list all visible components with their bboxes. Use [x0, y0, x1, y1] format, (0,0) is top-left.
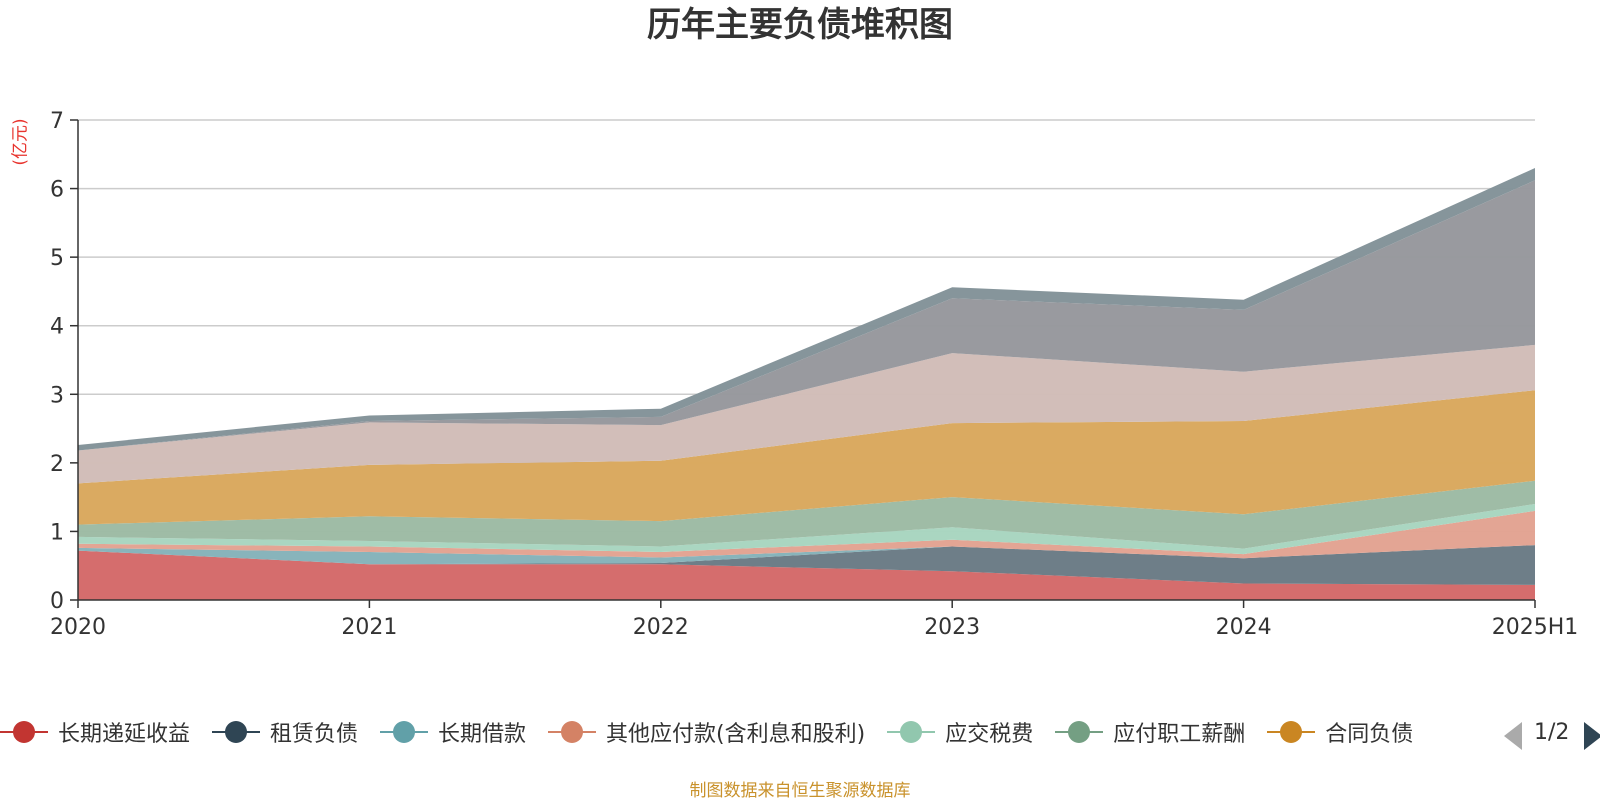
- legend-label: 其他应付款(含利息和股利): [606, 722, 866, 747]
- legend-item[interactable]: 租赁负债: [212, 716, 358, 748]
- y-tick-label: 5: [50, 246, 64, 271]
- area-series-7: [78, 344, 1535, 484]
- legend-label: 应付职工薪酬: [1113, 722, 1246, 747]
- y-tick-label: 7: [50, 109, 64, 134]
- x-tick-label: 2022: [633, 615, 689, 640]
- legend-marker-icon: [1267, 719, 1316, 745]
- y-tick-label: 6: [50, 178, 64, 203]
- y-tick-label: 1: [50, 520, 64, 545]
- legend-next-page-icon[interactable]: [1584, 722, 1600, 750]
- area-series-1: [78, 545, 1535, 585]
- legend-marker-icon: [548, 719, 597, 745]
- legend-item[interactable]: 长期递延收益: [0, 716, 190, 748]
- data-source-note: 制图数据来自恒生聚源数据库: [689, 781, 911, 801]
- y-tick-label: 3: [50, 383, 64, 408]
- legend-item[interactable]: 长期借款: [380, 716, 526, 748]
- legend-item[interactable]: 应交税费: [887, 716, 1033, 748]
- x-tick-label: 2021: [341, 615, 397, 640]
- x-tick-label: 2024: [1216, 615, 1272, 640]
- legend-marker-icon: [380, 719, 429, 745]
- area-series-4: [78, 504, 1535, 555]
- x-tick-label: 2025H1: [1492, 615, 1579, 640]
- legend-label: 租赁负债: [270, 722, 359, 747]
- area-series-9: [78, 168, 1535, 451]
- legend-marker-icon: [887, 719, 936, 745]
- legend-prev-page-icon[interactable]: [1504, 722, 1522, 750]
- legend-label: 长期递延收益: [58, 722, 191, 747]
- stacked-area-chart: 0 1 2 3 4 5 6 7 2020 2021 2022 2023 2024 2025H1: [50, 109, 1578, 640]
- x-tick-label: 2023: [924, 615, 980, 640]
- y-tick-label: 4: [50, 315, 64, 340]
- legend-marker-icon: [1055, 719, 1104, 745]
- chart-title: 历年主要负债堆积图: [647, 5, 953, 45]
- area-series-5: [78, 480, 1535, 549]
- legend-marker-icon: [212, 719, 261, 745]
- area-series: [78, 168, 1535, 600]
- legend-pager: 1/2: [1494, 718, 1600, 752]
- area-series-0: [78, 550, 1535, 600]
- legend-item[interactable]: 其他应付款(含利息和股利): [548, 716, 865, 748]
- x-tick-label: 2020: [50, 615, 106, 640]
- y-tick-label: 2: [50, 452, 64, 477]
- legend-label: 长期借款: [438, 722, 527, 747]
- area-series-2: [78, 545, 1535, 565]
- legend-item[interactable]: 应付职工薪酬: [1055, 716, 1245, 748]
- area-series-3: [78, 510, 1535, 559]
- legend-label: 合同负债: [1325, 722, 1414, 747]
- y-tick-label: 0: [50, 589, 64, 614]
- legend-page-indicator: 1/2: [1534, 720, 1570, 745]
- area-series-6: [78, 390, 1535, 525]
- legend-marker-icon: [0, 719, 48, 745]
- axes: 0 1 2 3 4 5 6 7 2020 2021 2022 2023 2024 2025H1: [50, 109, 1578, 640]
- legend-item[interactable]: 合同负债: [1267, 716, 1413, 748]
- legend: 长期递延收益 租赁负债 长期借款 其他应付款(含利息和股利) 应交税费 应付职工薪酬 合同负…: [0, 716, 1480, 756]
- area-series-8: [78, 180, 1535, 451]
- legend-label: 应交税费: [945, 722, 1034, 747]
